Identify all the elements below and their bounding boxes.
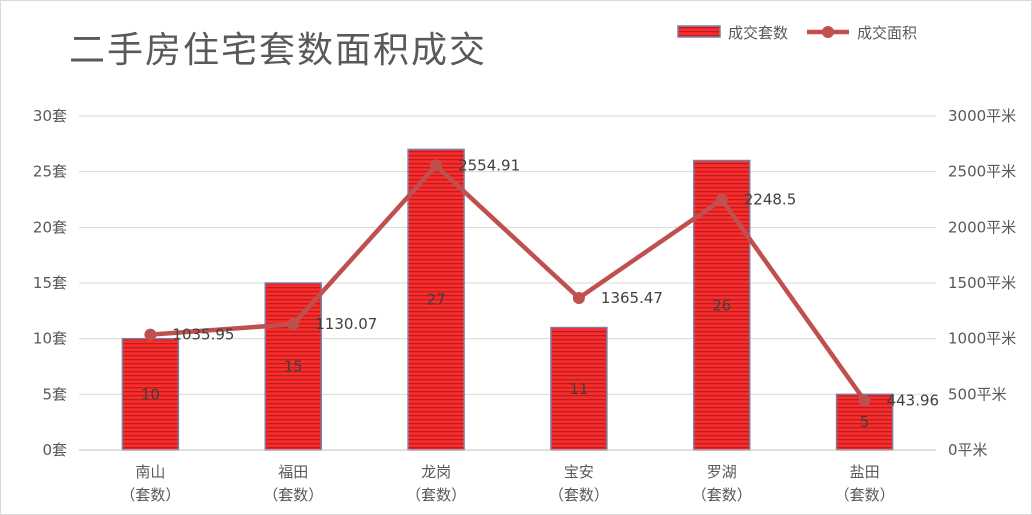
x-tick-label: 宝安 xyxy=(564,463,594,481)
line-data-label: 2554.91 xyxy=(458,157,520,175)
bar xyxy=(407,148,465,451)
line-point xyxy=(287,318,300,331)
x-tick-label: 南山 xyxy=(135,463,165,481)
bar-series xyxy=(121,148,894,451)
bar-data-label: 10 xyxy=(141,385,160,403)
x-tick-label: 盐田 xyxy=(850,463,880,481)
line-path xyxy=(150,163,867,402)
x-tick-label: 罗湖 xyxy=(707,463,737,481)
y-left-tick-label: 20套 xyxy=(33,218,67,236)
y-left-tick-label: 25套 xyxy=(33,163,67,181)
bar xyxy=(550,326,608,451)
y-right-tick-label: 1000平米 xyxy=(948,330,1016,348)
bar-data-label: 26 xyxy=(712,296,731,314)
line-data-label: 1035.95 xyxy=(172,326,234,344)
line-point xyxy=(858,394,871,407)
legend-label: 成交套数 xyxy=(728,24,788,42)
line-data-label: 443.96 xyxy=(887,392,940,410)
bar-data-label: 5 xyxy=(860,413,870,431)
line-data-label: 2248.5 xyxy=(744,191,797,209)
x-tick-label: （套数） xyxy=(549,486,609,504)
bar xyxy=(693,159,751,451)
y-right-tick-label: 1500平米 xyxy=(948,274,1016,292)
data-labels: 10 15 27 11 26 5 1035.95 1130.07 2554.91 1365.47 2… xyxy=(141,157,939,432)
y-right-tick-label: 2500平米 xyxy=(948,163,1016,181)
line-point xyxy=(572,291,585,304)
bar xyxy=(264,282,322,451)
bar-data-label: 11 xyxy=(569,380,588,398)
legend-swatch-bars xyxy=(677,25,721,38)
line-data-label: 1365.47 xyxy=(601,289,663,307)
y-right-tick-label: 2000平米 xyxy=(948,218,1016,236)
x-tick-label: （套数） xyxy=(835,486,895,504)
bar-data-label: 15 xyxy=(284,358,303,376)
y-right-tick-label: 0平米 xyxy=(948,441,988,459)
x-tick-label: 龙岗 xyxy=(421,463,451,481)
legend: 成交套数 成交面积 xyxy=(677,24,917,42)
line-data-label: 1130.07 xyxy=(315,315,377,333)
y-left-tick-label: 0套 xyxy=(42,441,67,459)
legend-label: 成交面积 xyxy=(857,24,917,42)
line-point xyxy=(715,193,728,206)
x-tick-label: 福田 xyxy=(278,463,308,481)
x-tick-label: （套数） xyxy=(406,486,466,504)
y-left-tick-label: 30套 xyxy=(33,107,67,125)
y-left-tick-label: 10套 xyxy=(33,330,67,348)
axes: 0套 5套 10套 15套 20套 25套 30套 0平米 500平米 1000平米 1500平米 2… xyxy=(33,107,1016,504)
legend-marker xyxy=(822,26,834,38)
line-point xyxy=(144,328,157,341)
x-tick-label: （套数） xyxy=(692,486,752,504)
y-right-tick-label: 3000平米 xyxy=(948,107,1016,125)
y-left-tick-label: 5套 xyxy=(42,385,67,403)
gridlines xyxy=(79,115,936,395)
y-left-tick-label: 15套 xyxy=(33,274,67,292)
chart-title: 二手房住宅套数面积成交 xyxy=(69,30,487,71)
line-series xyxy=(144,159,871,407)
y-right-tick-label: 500平米 xyxy=(948,385,1007,403)
x-tick-label: （套数） xyxy=(120,486,180,504)
bar-data-label: 27 xyxy=(427,291,446,309)
x-tick-label: （套数） xyxy=(263,486,323,504)
line-point xyxy=(430,159,443,172)
